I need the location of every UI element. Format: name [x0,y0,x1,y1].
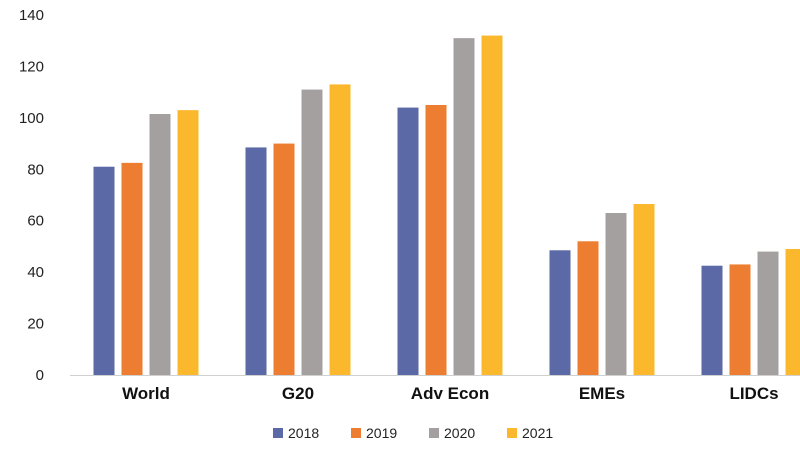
bar-g20-2018 [246,147,267,375]
x-axis: World G20 Adv Econ EMEs LIDCs [70,376,800,404]
bar-world-2019 [122,163,143,375]
bar-g20-2019 [274,144,295,375]
bar-lidcs-2018 [702,266,723,375]
legend: 2018 2019 2020 2021 [273,425,553,441]
bar-world-2018 [94,167,115,375]
bars [94,36,800,375]
bar-adv-econ-2020 [454,38,475,375]
legend-swatch [429,428,439,438]
legend-label: 2020 [444,425,475,441]
bar-lidcs-2019 [730,264,751,375]
bar-g20-2020 [302,90,323,375]
legend-label: 2018 [288,425,319,441]
bar-lidcs-2020 [758,252,779,375]
y-tick-label: 80 [27,161,44,178]
bar-adv-econ-2021 [482,36,503,375]
bar-emes-2018 [550,250,571,375]
bar-world-2020 [150,114,171,375]
legend-label: 2019 [366,425,397,441]
x-category-label: LIDCs [729,384,778,403]
bar-world-2021 [178,110,199,375]
legend-label: 2021 [522,425,553,441]
bar-g20-2021 [330,84,351,375]
x-category-label: G20 [282,384,314,403]
y-tick-label: 20 [27,316,44,333]
x-category-label: World [122,384,170,403]
legend-swatch [273,428,283,438]
y-tick-label: 120 [19,58,44,75]
bar-emes-2020 [606,213,627,375]
y-tick-label: 40 [27,264,44,281]
y-tick-label: 140 [19,7,44,24]
bar-emes-2019 [578,241,599,375]
y-axis: 0 20 40 60 80 100 120 140 [19,7,44,384]
bar-lidcs-2021 [786,249,800,375]
y-tick-label: 100 [19,110,44,127]
x-category-label: Adv Econ [411,384,489,403]
legend-swatch [351,428,361,438]
bar-emes-2021 [634,204,655,375]
legend-swatch [507,428,517,438]
y-tick-label: 0 [36,367,44,384]
y-tick-label: 60 [27,213,44,230]
bar-adv-econ-2018 [398,108,419,375]
x-category-label: EMEs [579,384,625,403]
bar-adv-econ-2019 [426,105,447,375]
